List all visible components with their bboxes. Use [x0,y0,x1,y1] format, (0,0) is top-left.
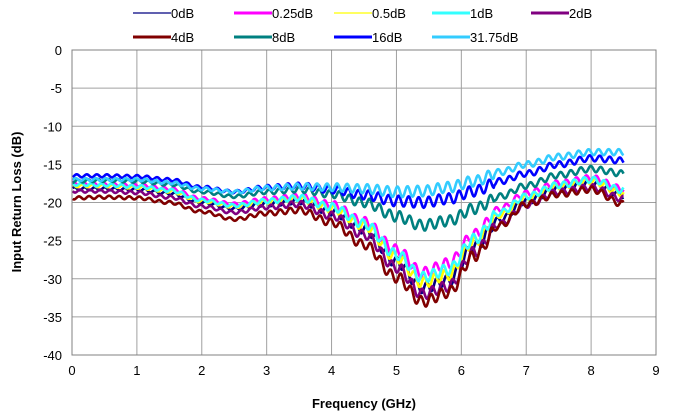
legend-label: 31.75dB [470,30,518,45]
y-tick-label: -35 [43,310,62,325]
series-line-7 [71,153,625,210]
x-tick-label: 8 [587,363,594,378]
y-tick-label: -10 [43,119,62,134]
x-tick-label: 2 [198,363,205,378]
x-tick-labels: 0 1 2 3 4 5 6 7 8 9 [68,363,659,378]
legend-label: 8dB [272,30,295,45]
legend-label: 0.5dB [372,6,406,21]
x-tick-label: 1 [133,363,140,378]
y-tick-label: -25 [43,234,62,249]
y-tick-label: -30 [43,272,62,287]
y-tick-label: 0 [55,43,62,58]
legend-label: 16dB [372,30,402,45]
legend-label: 4dB [171,30,194,45]
x-tick-label: 4 [328,363,335,378]
legend-label: 0.25dB [272,6,313,21]
series-line-5 [72,185,625,308]
y-tick-label: -15 [43,157,62,172]
series-line-8 [71,147,625,199]
x-tick-label: 6 [458,363,465,378]
y-tick-label: -40 [43,348,62,363]
y-axis-title: Input Return Loss (dB) [9,132,24,273]
y-tick-label: -5 [50,81,62,96]
x-tick-label: 5 [393,363,400,378]
y-tick-labels: 0 -5 -10 -15 -20 -25 -30 -35 -40 [43,43,62,363]
legend-label: 2dB [569,6,592,21]
x-tick-label: 9 [652,363,659,378]
x-axis-title: Frequency (GHz) [312,396,416,411]
series-line-6 [72,164,625,232]
x-tick-label: 0 [68,363,75,378]
legend: 0dB 0.25dB 0.5dB 1dB 2dB 4dB 8dB 16dB 31.75dB [133,6,592,45]
plot-frame [71,49,657,356]
x-tick-label: 3 [263,363,270,378]
x-tick-label: 7 [523,363,530,378]
y-tick-label: -20 [43,196,62,211]
series-lines [71,147,625,308]
series-line-3 [71,175,625,283]
legend-label: 1dB [470,6,493,21]
legend-label: 0dB [171,6,194,21]
